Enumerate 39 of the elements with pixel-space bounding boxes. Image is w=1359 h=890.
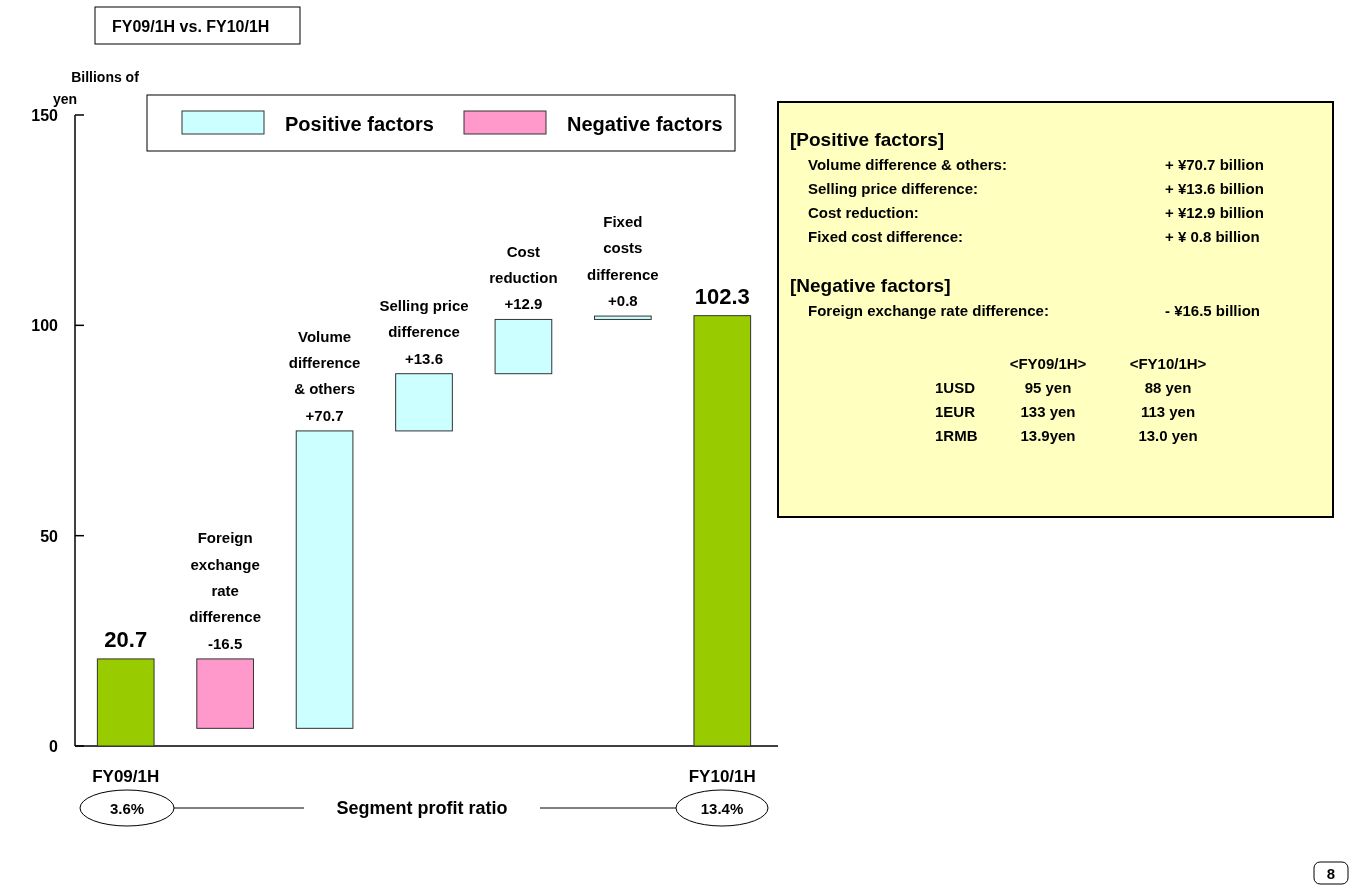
text: Volume difference & others: + ¥70.7 billion — [808, 156, 1264, 173]
text: 1RMB 13.9yen 13.0 yen — [935, 427, 1198, 444]
bar — [295, 430, 354, 729]
text: 102.3 — [694, 283, 750, 309]
text: 13.4% — [700, 800, 744, 817]
text: <FY09/1H> <FY10/1H> — [1009, 355, 1207, 372]
text: [Negative factors] — [790, 275, 951, 296]
text: Segment profit ratio — [336, 798, 508, 818]
bar — [494, 318, 553, 375]
text: 3.6% — [109, 800, 145, 817]
text: 1USD 95 yen 88 yen — [935, 379, 1192, 396]
text: 1EUR 133 yen 113 yen — [935, 403, 1196, 420]
text: Fixed costs difference +0.8 — [587, 212, 659, 310]
text: Foreign exchange rate difference: - ¥16.5 billion — [808, 302, 1261, 319]
y-tick-label: 150 — [31, 107, 59, 124]
x-tick-label: FY10/1H — [688, 767, 756, 786]
text: Volume difference & others +70.7 — [288, 327, 361, 424]
text: Fixed cost difference: + ¥ 0.8 billion — [808, 228, 1260, 245]
bar — [395, 373, 453, 432]
text: Cost reduction: + ¥12.9 billion — [808, 204, 1264, 221]
y-tick-label: 0 — [49, 738, 59, 755]
text: [Positive factors] — [790, 129, 945, 150]
text: 20.7 — [104, 626, 148, 652]
bar — [96, 658, 155, 747]
bar — [196, 658, 254, 729]
y-tick-label: 50 — [40, 527, 59, 545]
chart-title: FY09/1H vs. FY10/1H — [112, 18, 270, 35]
text: Selling price difference +13.6 — [379, 296, 469, 367]
legend-label: Negative factors — [567, 113, 723, 135]
bar — [594, 315, 652, 320]
text: Foreign exchange rate difference -16.5 — [189, 529, 261, 652]
y-axis-title: Billions of yen — [52, 69, 140, 107]
text: 8 — [1326, 865, 1336, 882]
y-tick-label: 100 — [31, 317, 59, 335]
text: Selling price difference: + ¥13.6 billion — [808, 180, 1264, 197]
x-tick-label: FY09/1H — [92, 767, 160, 786]
legend-label: Positive factors — [285, 113, 434, 135]
bar — [693, 315, 752, 747]
text: Cost reduction +12.9 — [489, 242, 558, 313]
